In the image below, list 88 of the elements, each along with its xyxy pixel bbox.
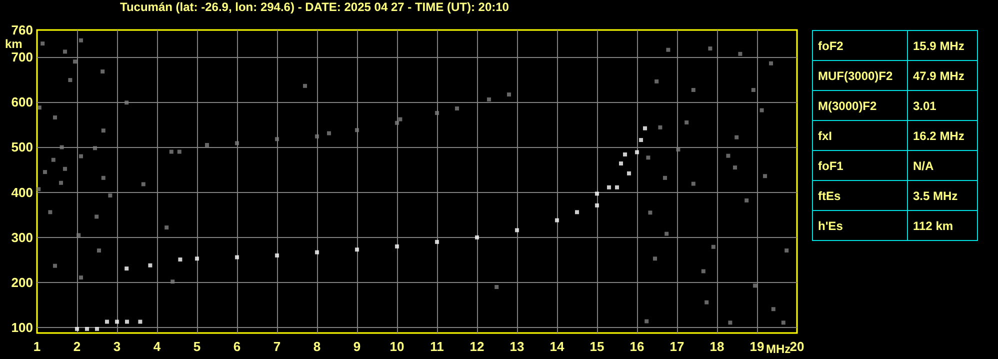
x-tick-label: 6 <box>233 339 241 354</box>
point <box>275 253 279 258</box>
point <box>575 210 579 214</box>
y-tick-label: 600 <box>11 94 33 110</box>
x-tick-label: 18 <box>710 339 724 354</box>
point <box>643 126 647 130</box>
point <box>235 141 239 146</box>
point <box>435 240 439 244</box>
x-tick-label: 20 <box>790 339 804 354</box>
point <box>205 142 209 147</box>
point <box>487 97 491 102</box>
point <box>555 218 559 222</box>
text: MUF(3000)F2 <box>812 60 908 90</box>
x-tick-label: 15 <box>590 339 604 354</box>
y-tick-label: 500 <box>11 140 33 155</box>
x-tick-label: 14 <box>550 339 565 354</box>
text: 3.5 MHz <box>908 180 978 210</box>
x-tick-label: 19 <box>750 339 764 354</box>
y-tick-label: 100 <box>11 320 33 336</box>
text: 112 km <box>908 210 978 240</box>
x-tick-label: 13 <box>510 339 524 354</box>
point <box>105 320 109 324</box>
text: 16.2 MHz <box>908 120 978 150</box>
point <box>138 320 142 324</box>
point <box>235 255 239 260</box>
y-tick-label: 760 <box>11 22 33 38</box>
text: 47.9 MHz <box>908 60 978 90</box>
x-tick-label: 11 <box>430 339 444 354</box>
text: foF2 <box>812 30 908 60</box>
point <box>125 320 129 324</box>
x-tick-label: 4 <box>153 339 162 354</box>
text: ftEs <box>812 180 908 210</box>
point <box>315 134 319 138</box>
y-tick-label: 700 <box>11 50 33 65</box>
point <box>595 192 599 196</box>
x-axis-title: MHz <box>766 342 791 356</box>
text: fxI <box>812 120 908 150</box>
point <box>275 137 279 142</box>
point <box>398 117 402 122</box>
x-tick-label: 5 <box>193 339 201 354</box>
x-tick-label: 17 <box>670 339 684 354</box>
point <box>124 266 129 271</box>
point <box>639 138 643 142</box>
point <box>85 326 89 331</box>
point <box>607 185 611 190</box>
y-tick-label: 200 <box>11 275 33 290</box>
point <box>315 250 319 254</box>
point <box>627 171 631 176</box>
text: M(3000)F2 <box>812 90 908 120</box>
y-tick-label: 300 <box>11 230 33 245</box>
point <box>95 326 99 331</box>
x-tick-label: 7 <box>273 339 281 354</box>
point <box>435 110 439 115</box>
point <box>595 203 599 208</box>
x-tick-label: 8 <box>313 339 321 354</box>
point <box>115 320 119 324</box>
text: 15.9 MHz <box>908 30 978 60</box>
point <box>395 120 399 125</box>
point <box>327 131 331 136</box>
point <box>355 248 359 252</box>
point <box>615 185 619 190</box>
point <box>507 92 511 96</box>
point <box>623 152 627 156</box>
text: N/A <box>908 150 978 180</box>
point <box>635 150 639 154</box>
point <box>355 128 359 132</box>
point <box>178 258 182 262</box>
point <box>395 244 399 248</box>
y-axis-title: km <box>5 37 22 51</box>
point <box>515 228 519 232</box>
point <box>475 235 479 240</box>
x-tick-label: 2 <box>73 339 81 354</box>
chart-title: Tucumán (lat: -26.9, lon: 294.6) - DATE: 2025 04 27 - TIME (UT): 20:10 <box>120 0 510 14</box>
text: h'Es <box>812 210 908 240</box>
x-tick-label: 10 <box>390 339 404 354</box>
point <box>195 256 199 261</box>
point <box>148 263 152 268</box>
point <box>619 161 623 166</box>
x-tick-label: 1 <box>33 339 41 354</box>
x-tick-label: 16 <box>630 339 644 354</box>
x-tick-label: 9 <box>353 339 361 354</box>
x-tick-label: 3 <box>113 339 121 354</box>
text: foF1 <box>812 150 908 180</box>
point <box>75 326 79 331</box>
point <box>455 106 459 110</box>
y-tick-label: 400 <box>11 184 33 200</box>
text: 3.01 <box>908 90 978 120</box>
x-tick-label: 12 <box>470 339 484 354</box>
